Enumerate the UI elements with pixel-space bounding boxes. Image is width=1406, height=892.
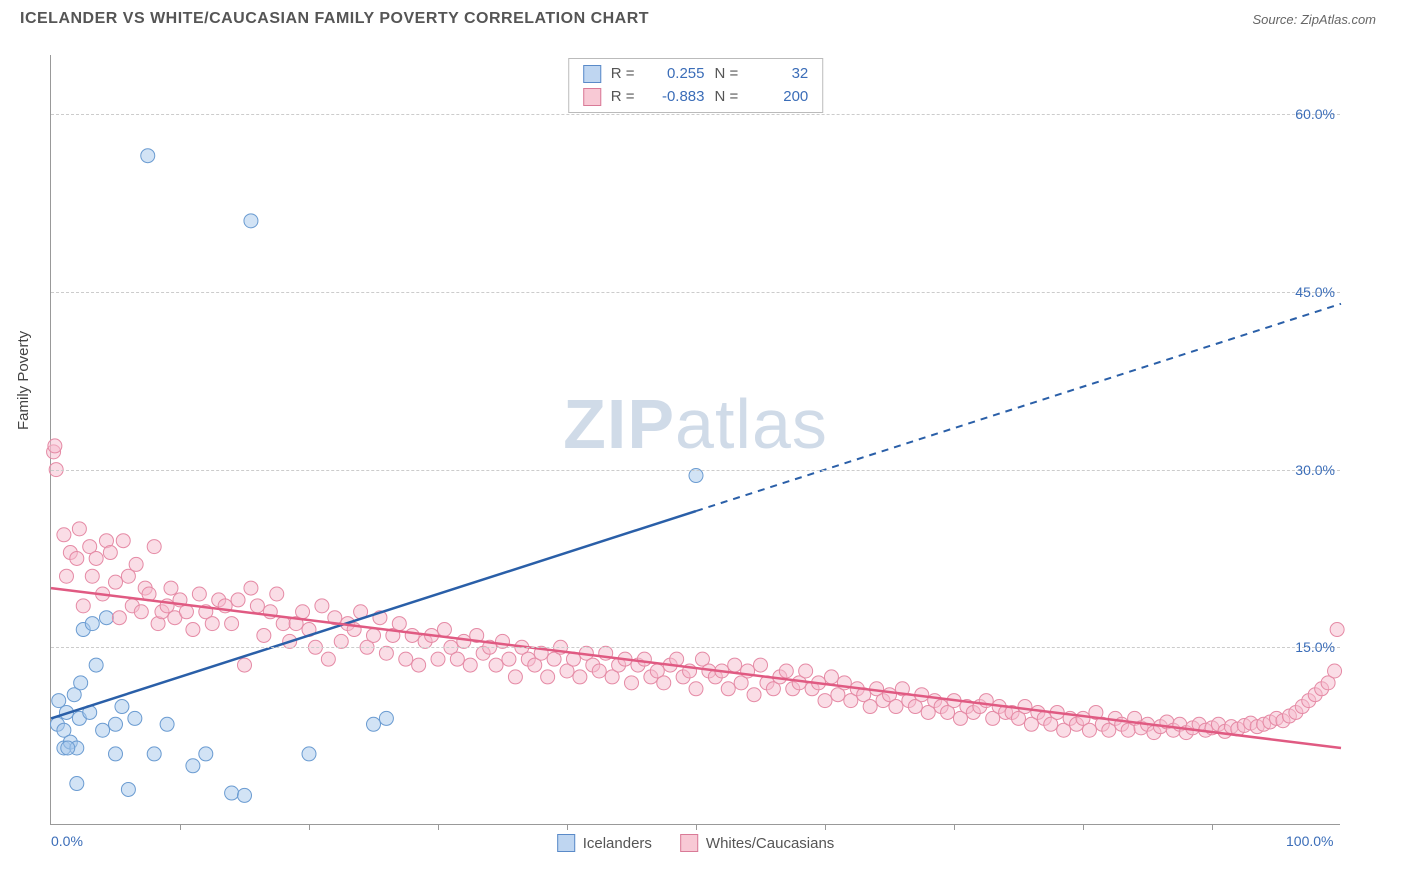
x-tick-label: 100.0% (1286, 833, 1333, 849)
y-tick-label: 15.0% (1295, 639, 1335, 655)
n-value-1: 200 (748, 86, 808, 109)
chart-title: ICELANDER VS WHITE/CAUCASIAN FAMILY POVE… (20, 10, 649, 28)
scatter-svg (51, 55, 1340, 824)
legend-swatch-pink (583, 88, 601, 106)
r-label: R = (611, 63, 635, 86)
n-label-1: N = (715, 86, 739, 109)
x-tick-label: 0.0% (51, 833, 83, 849)
r-value-0: 0.255 (645, 63, 705, 86)
legend-swatch-blue (583, 65, 601, 83)
series-label-1: Whites/Caucasians (706, 835, 834, 852)
n-label: N = (715, 63, 739, 86)
y-axis-label: Family Poverty (15, 331, 32, 430)
legend-icon-icelanders (557, 834, 575, 852)
r-value-1: -0.883 (645, 86, 705, 109)
r-label-1: R = (611, 86, 635, 109)
source-attribution: Source: ZipAtlas.com (1252, 12, 1376, 27)
legend-icon-whites (680, 834, 698, 852)
y-tick-label: 60.0% (1295, 106, 1335, 122)
n-value-0: 32 (748, 63, 808, 86)
chart-plot-area: ZIPatlas R = 0.255 N = 32 R = -0.883 N =… (50, 55, 1340, 825)
series-legend: Icelanders Whites/Caucasians (557, 834, 835, 852)
y-tick-label: 30.0% (1295, 462, 1335, 478)
y-tick-label: 45.0% (1295, 284, 1335, 300)
series-label-0: Icelanders (583, 835, 652, 852)
stats-legend: R = 0.255 N = 32 R = -0.883 N = 200 (568, 58, 824, 113)
